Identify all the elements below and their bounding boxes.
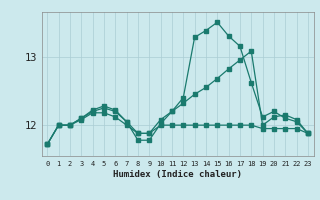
X-axis label: Humidex (Indice chaleur): Humidex (Indice chaleur) xyxy=(113,170,242,179)
